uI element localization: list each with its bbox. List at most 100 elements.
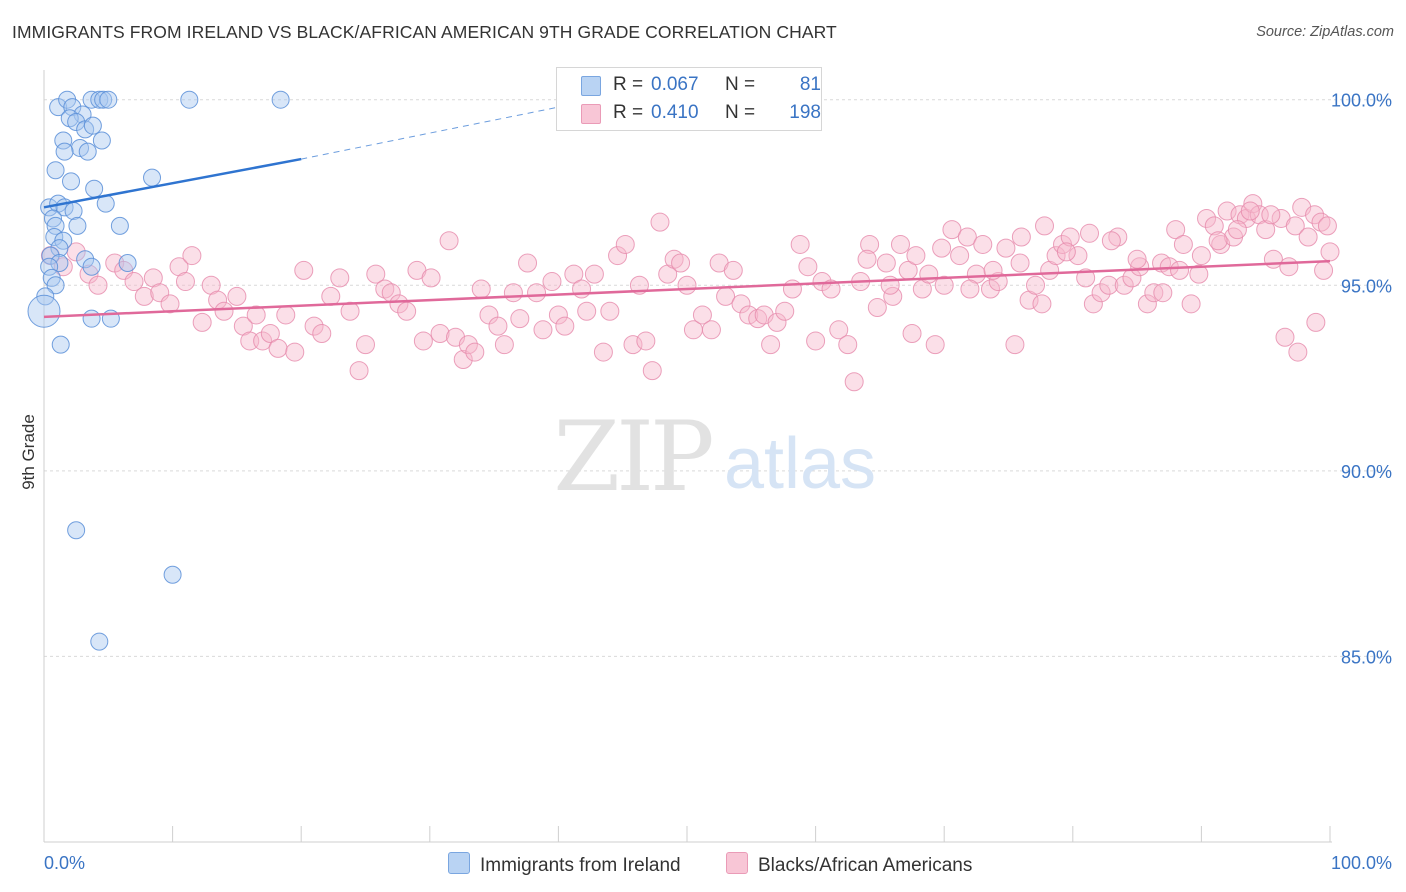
data-point-black [1035,216,1055,236]
data-point-black [723,260,743,280]
bottom-legend-swatch-black [726,852,748,874]
data-point-ireland [46,276,65,295]
data-point-black [1083,294,1103,314]
data-point-black [906,246,926,266]
trend-line-ireland-extension [301,106,559,160]
data-point-ireland [94,90,113,109]
watermark-atlas: atlas [724,424,876,504]
data-point-ireland [163,565,182,584]
data-point-ireland [50,239,69,258]
data-point-black [340,301,360,321]
data-point-ireland [110,216,129,235]
data-point-black [821,279,841,299]
data-point-black [942,220,962,240]
data-point-black [1101,231,1121,251]
data-point-black [1091,283,1111,303]
data-point-black [806,331,826,351]
data-point-black [1153,283,1173,303]
data-point-black [1076,268,1096,288]
data-point-black [260,324,280,344]
data-point-black [608,246,628,266]
legend-r-label: R = [613,102,644,123]
data-point-black [1068,246,1088,266]
watermark: ZIP atlas [553,401,876,513]
data-point-black [458,335,478,355]
data-point-ireland [271,90,290,109]
trend-lines [43,106,1331,319]
data-point-black [389,294,409,314]
data-point-black [925,335,945,355]
data-point-black [636,331,656,351]
data-point-black [677,275,697,295]
x-tick-label-left: 0.0% [44,853,85,873]
data-point-black [1166,220,1186,240]
bottom-legend-label: Immigrants from Ireland [480,855,681,876]
data-point-black [439,231,459,251]
data-point-black [1130,257,1150,277]
data-point-black [349,361,369,381]
data-point-ireland [67,112,86,131]
legend-swatch-black [581,104,601,124]
data-point-black [214,301,234,321]
data-point-black [857,249,877,269]
data-point-ireland [44,209,63,228]
y-tick-label: 85.0% [1341,647,1392,667]
data-point-black [465,342,485,362]
series-black-african-americans [40,194,1340,392]
data-point-ireland [40,257,59,276]
data-point-black [572,279,592,299]
data-point-ireland [68,216,87,235]
data-point-ireland [62,172,81,191]
data-point-black [650,212,670,232]
data-point-ireland [180,90,199,109]
data-point-black [748,309,768,329]
data-point-black [1170,260,1190,280]
data-point-black [1137,294,1157,314]
data-point-black [1191,246,1211,266]
data-point-black [494,335,514,355]
data-point-black [1306,312,1326,332]
data-point-black [642,361,662,381]
data-point-black [838,335,858,355]
data-point-ireland [50,254,69,272]
data-point-black [182,246,202,266]
data-point-black [555,316,575,336]
data-point-black [246,305,266,325]
data-point-black [510,309,530,329]
data-point-black [1288,342,1308,362]
data-point-black [731,294,751,314]
data-point-ireland [36,287,55,306]
data-point-ireland [55,142,74,161]
data-point-black [518,253,538,273]
watermark-zip: ZIP [553,401,712,513]
data-point-black [867,298,887,318]
tick-labels: 100.0% 95.0% 90.0% 85.0% 0.0% 100.0% [44,91,1392,873]
data-point-black [1317,216,1337,236]
data-point-ireland [67,521,86,540]
data-point-black [356,335,375,355]
bottom-legend-swatch-ireland [448,852,470,874]
data-point-black [430,324,450,344]
data-point-black [775,301,795,321]
data-point-black [397,301,417,321]
data-point-black [1240,201,1260,221]
y-tick-label: 95.0% [1341,276,1392,296]
data-point-black [134,286,154,306]
data-point-black [1227,220,1247,240]
data-point-black [1230,205,1250,225]
data-point-black [1056,242,1076,262]
data-point-black [253,331,273,351]
trend-line-black [43,259,1331,319]
data-point-black [1114,275,1134,295]
y-tick-label: 90.0% [1341,462,1392,482]
data-point-black [88,275,108,295]
data-point-black [593,342,613,362]
data-point-black [1060,227,1080,247]
data-point-black [1279,257,1299,277]
x-tick-label-right: 100.0% [1331,853,1392,873]
data-point-black [973,234,993,254]
chart-title: IMMIGRANTS FROM IRELAND VS BLACK/AFRICAN… [12,22,837,42]
data-point-black [312,324,332,344]
data-point-ireland [76,250,95,269]
